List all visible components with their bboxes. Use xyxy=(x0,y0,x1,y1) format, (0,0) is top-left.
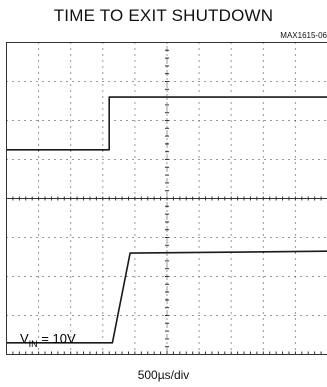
vin-annotation: VIN = 10V xyxy=(20,331,76,349)
time-per-division-label: 500µs/div xyxy=(137,368,190,382)
vin-prefix: V xyxy=(20,331,29,346)
vin-subscript: IN xyxy=(29,339,38,349)
plot-frame xyxy=(6,42,327,355)
figure-id: MAX1615-06 xyxy=(280,31,327,40)
traces xyxy=(6,96,327,344)
vin-suffix: = 10V xyxy=(38,331,76,346)
chart-title: TIME TO EXIT SHUTDOWN xyxy=(53,6,274,25)
grid xyxy=(6,42,327,355)
trace-1 xyxy=(6,96,327,151)
trace-2 xyxy=(6,250,327,344)
